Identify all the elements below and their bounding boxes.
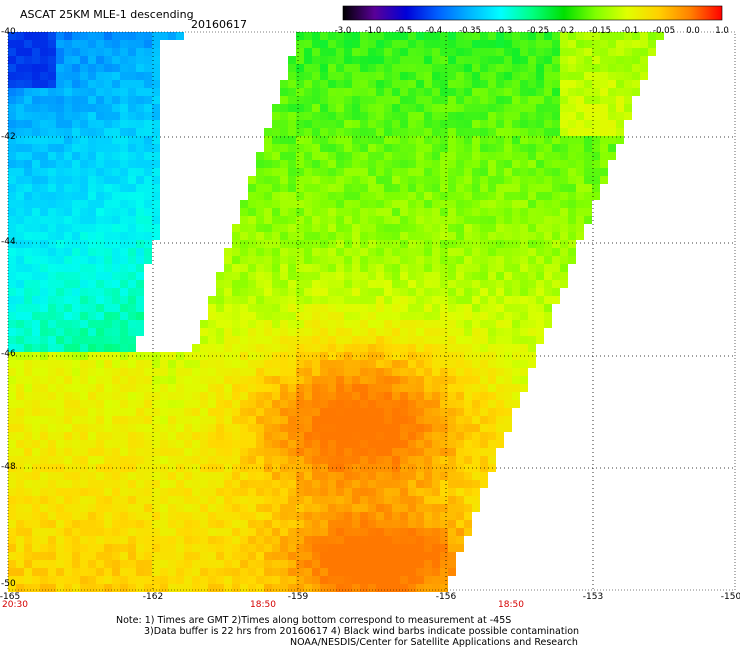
- lat-label: -48: [1, 462, 16, 472]
- colorbar-label: -0.3: [495, 26, 513, 36]
- note-line-2: 3)Data buffer is 22 hrs from 20160617 4)…: [144, 626, 580, 637]
- plot-frame: [7, 31, 736, 591]
- colorbar-label: -0.4: [425, 26, 443, 36]
- lat-label: -42: [1, 132, 16, 142]
- colorbar-label: -0.5: [395, 26, 413, 36]
- colorbar-label: -3.0: [334, 26, 352, 36]
- colorbar-label: -0.35: [459, 26, 481, 36]
- colorbar-label: -0.15: [589, 26, 611, 36]
- data-swaths: [8, 32, 664, 592]
- map-title: ASCAT 25KM MLE-1 descending: [20, 8, 194, 21]
- lat-label: -44: [1, 237, 16, 247]
- lat-label: -46: [1, 349, 16, 359]
- map-date: 20160617: [191, 18, 247, 31]
- colorbar-label: -0.1: [621, 26, 639, 36]
- time-label: 18:50: [250, 600, 276, 610]
- lon-label: -159: [287, 592, 309, 602]
- lon-label: -165: [0, 592, 21, 602]
- colorbar-label: -1.0: [364, 26, 382, 36]
- colorbar-label: 0.0: [686, 26, 700, 36]
- lon-label: -162: [142, 592, 164, 602]
- colorbar: [342, 5, 723, 21]
- colorbar-bar: [342, 5, 723, 21]
- time-label: 20:30: [2, 600, 28, 610]
- colorbar-label: -0.05: [653, 26, 675, 36]
- lat-lon-grid: [8, 32, 735, 590]
- lon-label: -156: [435, 592, 457, 602]
- time-label: 18:50: [498, 600, 524, 610]
- colorbar-label: -0.2: [557, 26, 575, 36]
- lon-label: -153: [582, 592, 604, 602]
- colorbar-label: 1.0: [715, 26, 729, 36]
- lon-label: -150: [720, 592, 740, 602]
- lat-label: -50: [1, 579, 16, 589]
- colorbar-label: -0.25: [527, 26, 549, 36]
- note-line-3: NOAA/NESDIS/Center for Satellite Applica…: [290, 637, 578, 648]
- lat-label: -40: [1, 27, 16, 37]
- frame-border: [7, 31, 736, 591]
- note-line-1: Note: 1) Times are GMT 2)Times along bot…: [116, 615, 512, 626]
